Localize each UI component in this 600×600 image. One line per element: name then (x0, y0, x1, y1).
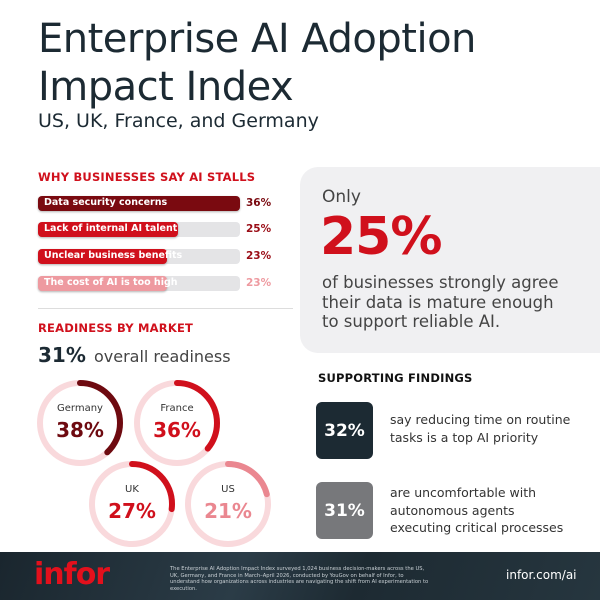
donut-arc (89, 461, 175, 547)
infor-logo: infor (34, 557, 110, 592)
stall-bar-value: 36% (246, 197, 272, 209)
callout-text-line: of businesses strongly agree (322, 273, 559, 292)
stall-bar-fill: The cost of AI is too high (38, 276, 178, 291)
finding-value-box: 32% (316, 402, 373, 459)
readiness-donuts: Germany 38% France 36% UK 27% US 21% (37, 380, 271, 547)
stall-bar-label: Unclear business benefits (44, 250, 183, 261)
stall-bar-value: 23% (246, 277, 272, 289)
donut-france: France 36% (134, 380, 220, 466)
subtitle: US, UK, France, and Germany (38, 110, 319, 132)
donut-arc (37, 380, 123, 466)
callout-text-line: their data is mature enough (322, 292, 554, 312)
finding-text: say reducing time on routine tasks is a … (390, 411, 570, 446)
title-line-1: Enterprise AI Adoption (38, 16, 476, 62)
donut-value: 21% (204, 499, 252, 523)
stall-bar-label: Data security concerns (44, 197, 168, 208)
stall-bar: The cost of AI is too high (38, 276, 240, 291)
donut-arc (185, 461, 271, 547)
finding-text: are uncomfortable with autonomous agents… (390, 484, 563, 537)
finding-text-line: are uncomfortable with (390, 485, 537, 500)
donut-label: Germany (57, 403, 103, 414)
stall-bar-fill: Data security concerns (38, 196, 240, 211)
footer-disclaimer: The Enterprise AI Adoption Impact Index … (170, 566, 429, 592)
callout-prefix: Only (322, 187, 361, 207)
divider (38, 308, 293, 309)
stall-bar-fill: Unclear business benefits (38, 249, 182, 264)
stall-bar-value: 23% (246, 250, 272, 262)
footer-link[interactable]: infor.com/ai (506, 568, 577, 582)
footer: infor The Enterprise AI Adoption Impact … (0, 552, 600, 600)
finding-value-box: 31% (316, 482, 373, 539)
finding-text-line: say reducing time on routine (390, 412, 571, 427)
finding-text-line: executing critical processes (390, 520, 564, 535)
callout-text-line: to support reliable AI. (322, 312, 501, 331)
overall-value: 31% (38, 343, 86, 367)
donut-label: US (221, 484, 235, 495)
stall-bar: Lack of internal AI talent (38, 222, 240, 237)
title-line-2: Impact Index (38, 64, 294, 110)
stall-bar-label: Lack of internal AI talent (44, 223, 178, 234)
findings-heading: SUPPORTING FINDINGS (318, 371, 473, 385)
donut-value: 27% (108, 499, 156, 523)
stall-bar: Unclear business benefits (38, 249, 240, 264)
donut-us: US 21% (185, 461, 271, 547)
stalls-heading: WHY BUSINESSES SAY AI STALLS (38, 170, 256, 184)
stall-bar-fill: Lack of internal AI talent (38, 222, 179, 237)
donut-label: France (160, 403, 193, 414)
donut-germany: Germany 38% (37, 380, 123, 466)
donut-value: 38% (56, 418, 104, 442)
overall-readiness: 31% overall readiness (38, 343, 231, 367)
finding-text-line: tasks is a top AI priority (390, 429, 539, 445)
overall-label: overall readiness (93, 347, 231, 366)
donut-label: UK (125, 484, 139, 495)
stall-bar-value: 25% (246, 223, 272, 235)
donut-value: 36% (153, 418, 201, 442)
callout-text: of businesses strongly agree their data … (322, 273, 558, 332)
stall-bar-label: The cost of AI is too high (44, 277, 178, 288)
readiness-heading: READINESS BY MARKET (38, 321, 194, 335)
stall-bar: Data security concerns (38, 196, 240, 211)
callout-card: Only 25% of businesses strongly agree th… (300, 167, 600, 353)
finding-text-line: autonomous agents (390, 502, 515, 518)
donut-arc (134, 380, 220, 466)
callout-value: 25% (320, 207, 442, 267)
donut-uk: UK 27% (89, 461, 175, 547)
